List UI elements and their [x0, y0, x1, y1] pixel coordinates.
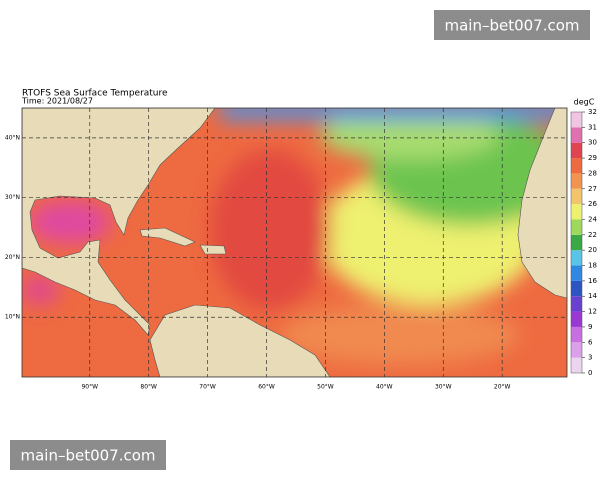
x-tick-label: 50°W — [317, 384, 334, 391]
colorbar-tick-label: 16 — [588, 277, 597, 285]
colorbar-tick-label: 29 — [588, 154, 597, 162]
colorbar-segment — [571, 112, 582, 128]
colorbar-tick-label: 6 — [588, 338, 593, 346]
colorbar-segment — [571, 357, 582, 373]
x-tick-label: 40°W — [376, 384, 393, 391]
watermark: main–bet007.com — [20, 447, 155, 465]
colorbar-segment — [571, 342, 582, 358]
graticule: 90°W 80°W 70°W 60°W 50°W 40°W 30°W 20°W 10°N 20°N… — [5, 108, 567, 391]
x-tick-label: 60°W — [258, 384, 275, 391]
watermark-box — [434, 10, 590, 40]
land — [149, 304, 331, 377]
colorbar-tick-label: 14 — [588, 292, 597, 300]
x-tick-label: 20°W — [494, 384, 511, 391]
colorbar-segment — [571, 204, 582, 220]
colorbar-segment — [571, 219, 582, 235]
colorbar-tick-label: 30 — [588, 139, 597, 147]
colorbar-segment — [571, 265, 582, 281]
y-tick-label: 10°N — [5, 314, 20, 321]
land — [139, 227, 196, 247]
map-subtitle: Time: 2021/08/27 — [21, 97, 93, 106]
y-tick-label: 20°N — [5, 254, 20, 261]
colorbar-segment — [571, 142, 582, 159]
colorbar-tick-label: 20 — [588, 246, 597, 254]
map-frame — [21, 107, 568, 378]
colorbar-segment — [571, 296, 582, 312]
colorbar-segment — [571, 250, 582, 266]
colorbar-segment — [571, 188, 582, 205]
watermark-box — [10, 440, 166, 470]
colorbar-tick-label: 31 — [588, 123, 597, 131]
colorbar-segment — [571, 311, 582, 327]
colorbar-tick-label: 0 — [588, 369, 592, 377]
y-tick-label: 40°N — [5, 134, 20, 141]
colorbar-tick-label: 24 — [588, 215, 597, 223]
colorbar-segment — [571, 234, 582, 251]
watermark: main–bet007.com — [444, 17, 579, 35]
colorbar-label: degC — [574, 98, 595, 107]
land — [517, 108, 567, 299]
colorbar-tick-label: 28 — [588, 169, 597, 177]
colorbar-tick-label: 22 — [588, 231, 597, 239]
x-tick-label: 80°W — [140, 384, 157, 391]
land — [199, 244, 227, 255]
colorbar-frame — [570, 111, 583, 374]
colorbar-tick-label: 32 — [588, 108, 597, 116]
y-tick-label: 30°N — [5, 194, 20, 201]
colorbar-tick-label: 27 — [588, 185, 597, 193]
x-tick-label: 70°W — [199, 384, 216, 391]
colorbar-tick-label: 3 — [588, 354, 592, 362]
colorbar-segment — [571, 280, 582, 297]
x-tick-label: 90°W — [81, 384, 98, 391]
colorbar-segment — [571, 326, 582, 343]
colorbar-segment — [571, 127, 582, 143]
sst-field — [22, 108, 567, 365]
map-title: RTOFS Sea Surface Temperature — [22, 89, 168, 99]
colorbar: 0 3 6 9 12 14 16 18 20 22 24 26 27 28 29 30 31 32 — [570, 108, 597, 377]
colorbar-segment — [571, 158, 582, 174]
colorbar-tick-label: 26 — [588, 200, 597, 208]
x-tick-label: 30°W — [435, 384, 452, 391]
land — [22, 108, 216, 336]
colorbar-tick-label: 12 — [588, 308, 597, 316]
colorbar-segment — [571, 173, 582, 189]
colorbar-tick-label: 9 — [588, 323, 592, 331]
map-field — [22, 108, 567, 377]
colorbar-tick-label: 18 — [588, 262, 597, 270]
